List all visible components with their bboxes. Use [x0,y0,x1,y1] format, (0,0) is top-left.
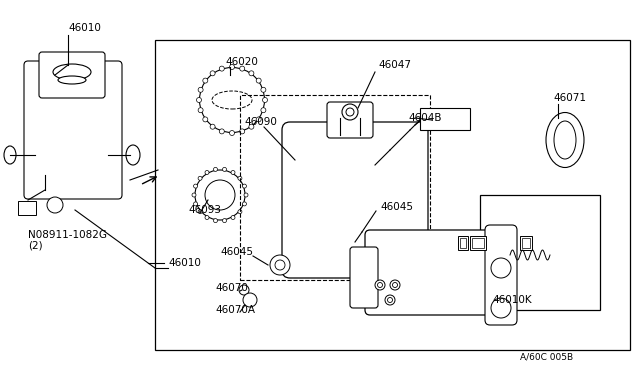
Circle shape [243,293,257,307]
Circle shape [193,202,198,206]
Circle shape [261,87,266,92]
Ellipse shape [205,180,235,210]
Text: 46045: 46045 [220,247,253,257]
Ellipse shape [126,145,140,165]
Bar [472,238,484,248]
Circle shape [230,131,234,135]
Text: 46093: 46093 [188,205,221,215]
Circle shape [387,298,392,302]
Circle shape [378,282,383,288]
Text: 46071: 46071 [553,93,586,103]
Circle shape [385,295,395,305]
FancyBboxPatch shape [365,230,510,315]
Circle shape [205,170,209,174]
Ellipse shape [53,64,91,80]
Bar [240,95,430,280]
Text: 46020: 46020 [225,57,258,67]
Circle shape [262,97,268,103]
Ellipse shape [58,76,86,84]
Circle shape [342,104,358,120]
Ellipse shape [200,67,264,132]
Ellipse shape [212,91,252,109]
Circle shape [491,258,511,278]
Bar [155,40,630,350]
Circle shape [270,255,290,275]
Circle shape [193,184,198,188]
Bar [18,201,36,215]
Text: 46010: 46010 [68,23,101,33]
Circle shape [214,219,218,222]
Circle shape [249,124,254,129]
Ellipse shape [4,146,16,164]
Circle shape [220,129,224,134]
Circle shape [491,298,511,318]
Text: 46090: 46090 [244,117,277,127]
Circle shape [239,285,249,295]
Text: N08911-1082G: N08911-1082G [28,230,107,240]
Circle shape [275,260,285,270]
Ellipse shape [195,170,245,220]
FancyBboxPatch shape [327,102,373,138]
FancyBboxPatch shape [24,61,122,199]
Circle shape [205,215,209,219]
Bar [520,236,532,250]
Circle shape [256,78,261,83]
Circle shape [231,215,235,219]
Circle shape [392,282,397,288]
Circle shape [243,184,246,188]
Bar [420,108,470,130]
FancyBboxPatch shape [39,52,105,98]
Bar [470,236,486,250]
FancyBboxPatch shape [282,122,428,278]
Text: 46010K: 46010K [492,295,532,305]
Text: 46010: 46010 [168,258,201,268]
Ellipse shape [554,121,576,159]
Text: 46070: 46070 [215,283,248,293]
Circle shape [375,280,385,290]
FancyBboxPatch shape [350,247,378,308]
Bar [458,236,468,250]
Circle shape [192,193,196,197]
Bar [480,195,600,310]
Circle shape [203,78,208,83]
Circle shape [47,197,63,213]
Circle shape [210,71,215,76]
Circle shape [231,170,235,174]
Circle shape [240,129,244,134]
Bar [522,238,530,248]
Circle shape [223,167,227,171]
Circle shape [240,66,244,71]
Bar [460,238,466,248]
Circle shape [198,176,202,180]
Text: (2): (2) [28,240,43,250]
Circle shape [198,108,203,113]
Text: 4604B: 4604B [408,113,442,123]
Text: 46047: 46047 [378,60,411,70]
Circle shape [198,210,202,214]
Ellipse shape [546,112,584,167]
Text: A/60C 005B: A/60C 005B [520,353,573,362]
Circle shape [238,176,242,180]
Text: 46070A: 46070A [215,305,255,315]
Circle shape [261,108,266,113]
Circle shape [243,202,246,206]
Circle shape [223,219,227,222]
Circle shape [249,71,254,76]
Text: 46045: 46045 [380,202,413,212]
Circle shape [198,87,203,92]
Circle shape [210,124,215,129]
Circle shape [256,117,261,122]
Circle shape [390,280,400,290]
FancyBboxPatch shape [485,225,517,325]
Circle shape [220,66,224,71]
Circle shape [214,167,218,171]
Circle shape [230,64,234,70]
Circle shape [244,193,248,197]
Circle shape [196,97,202,103]
Circle shape [238,210,242,214]
Circle shape [203,117,208,122]
Circle shape [346,108,354,116]
